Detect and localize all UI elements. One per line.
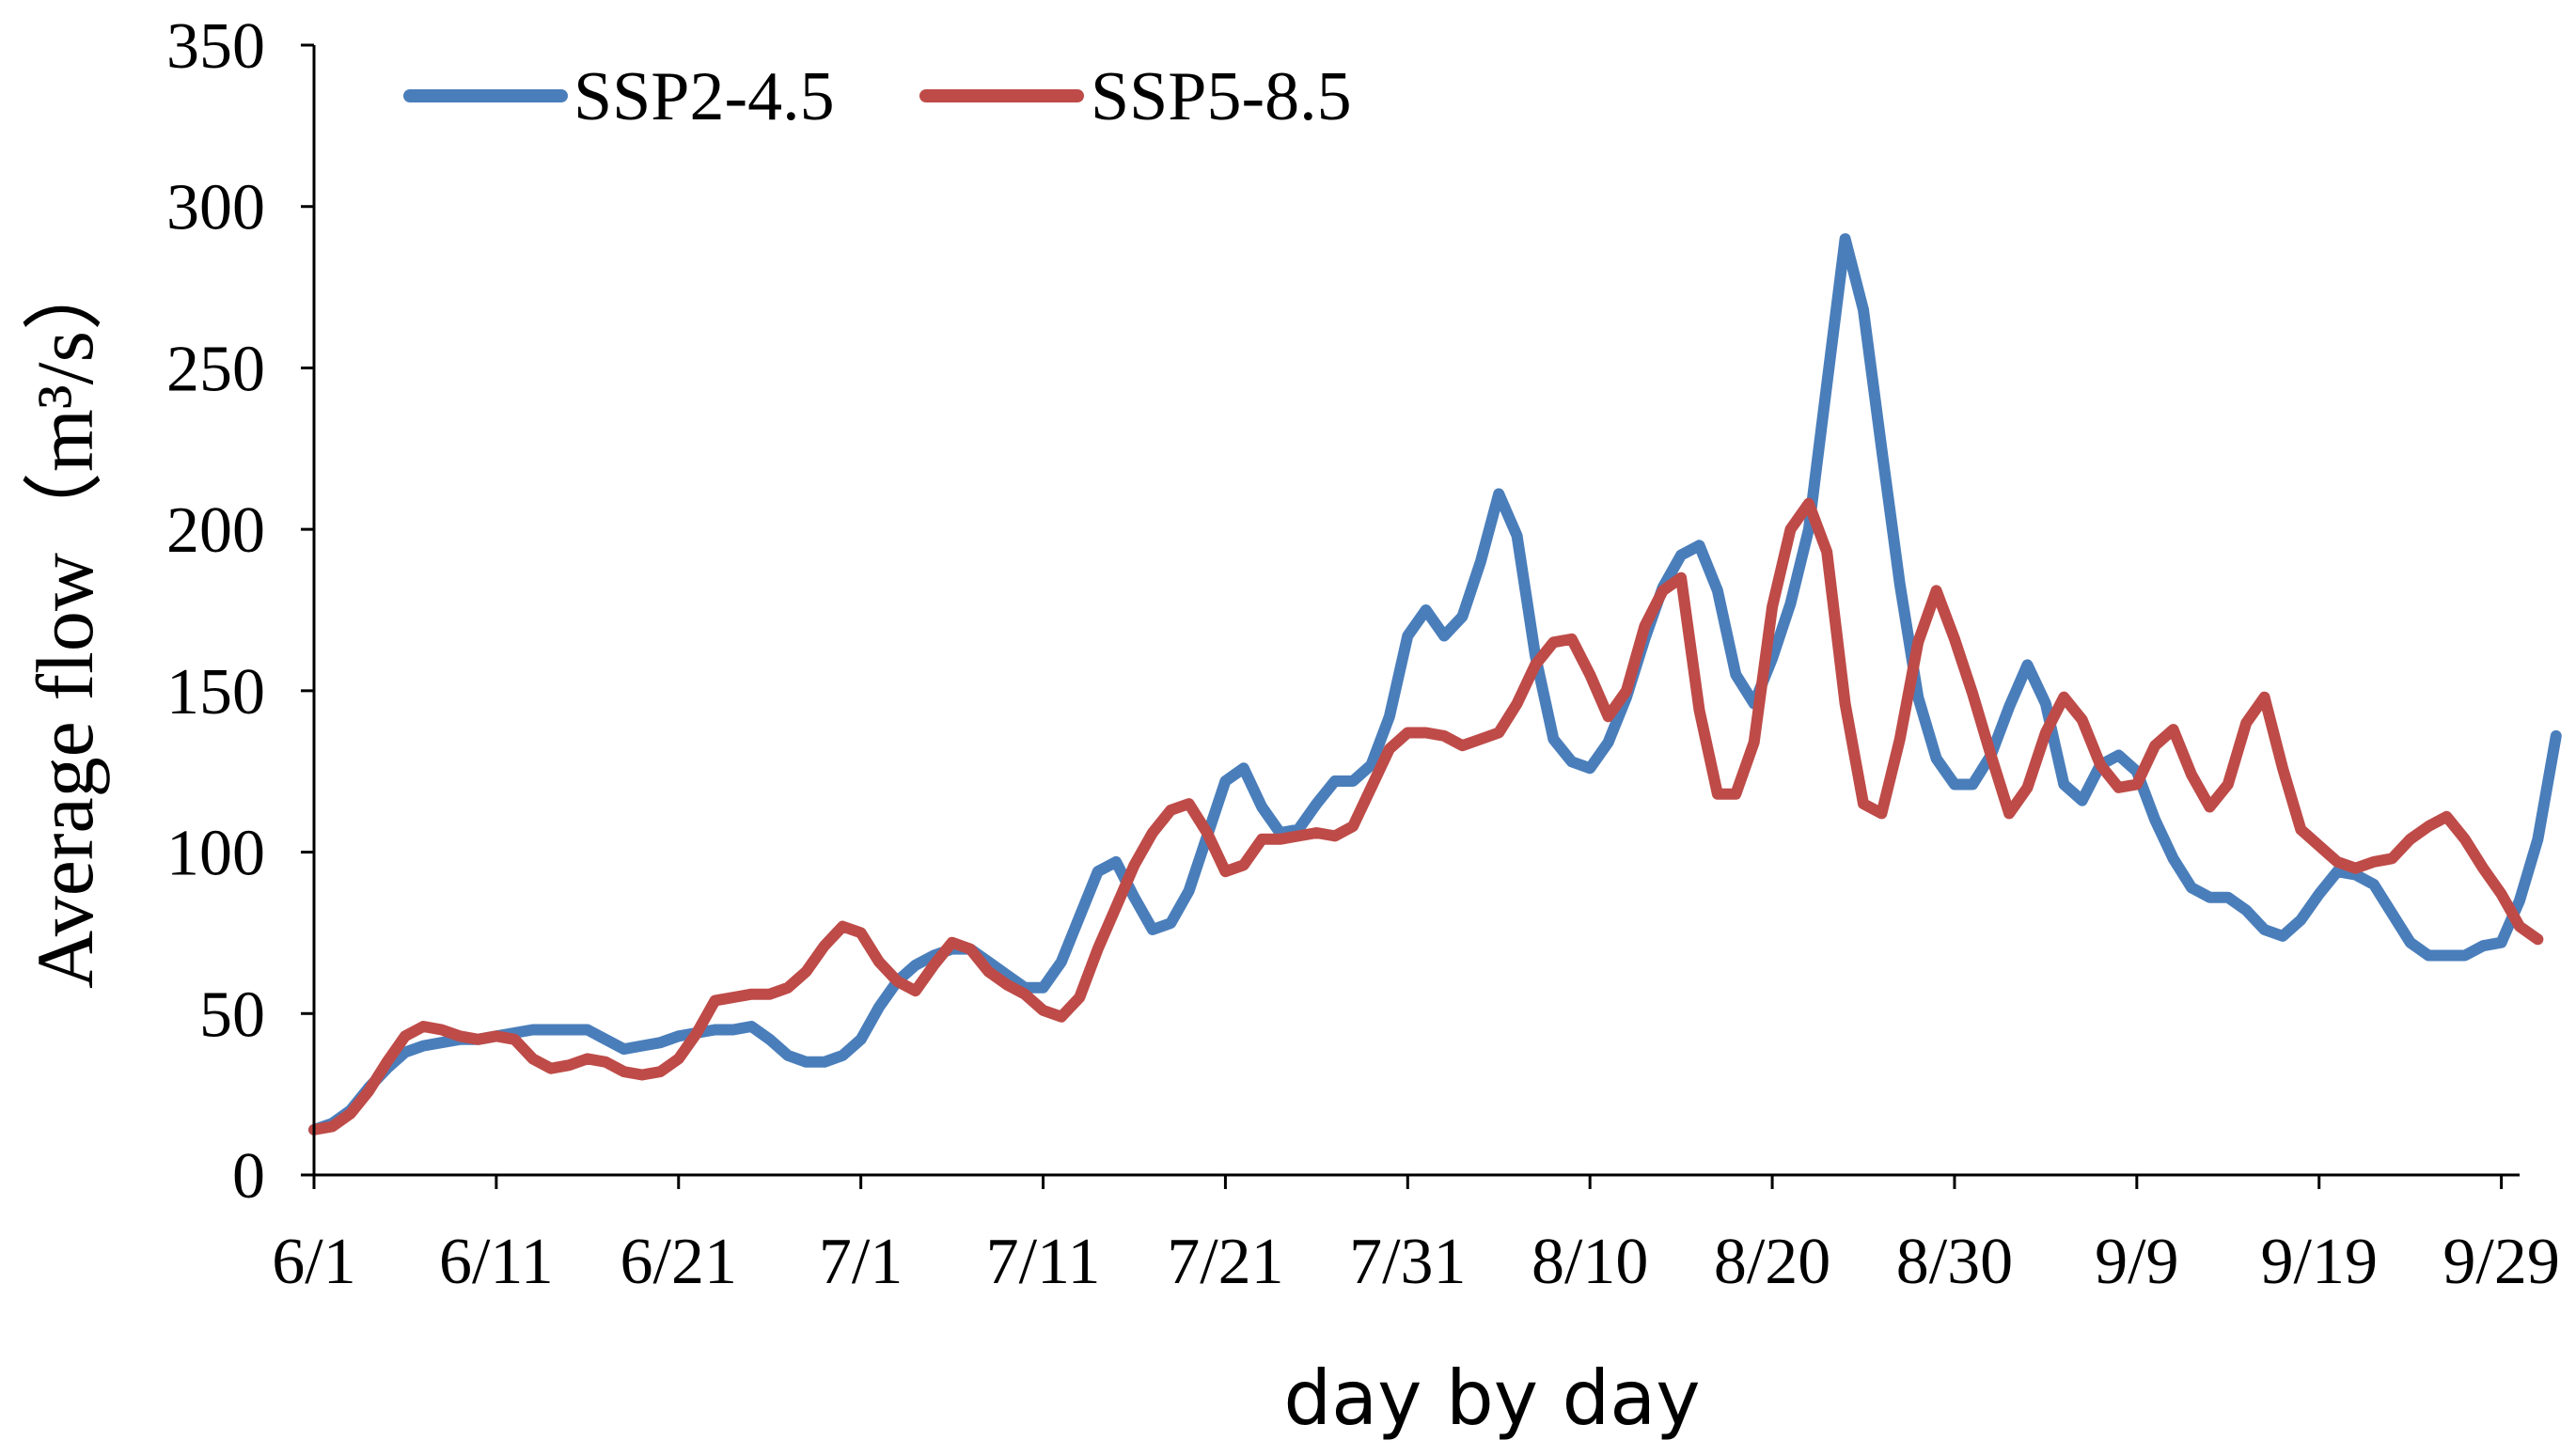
- y-tick-label: 250: [166, 333, 265, 405]
- series-layer: [308, 233, 2562, 1135]
- legend: SSP2-4.5 SSP5-8.5: [403, 58, 1352, 135]
- x-tick-label: 7/1: [819, 1226, 903, 1298]
- x-tick-label: 7/31: [1349, 1226, 1466, 1298]
- x-ticks: 6/1 6/11 6/21 7/1 7/11 7/21 7/31 8/10 8/20 8/30 9/…: [272, 1175, 2560, 1298]
- x-axis-label: day by day: [1283, 1354, 1700, 1442]
- legend-label-ssp5: SSP5-8.5: [1091, 58, 1352, 135]
- y-tick-label: 150: [166, 656, 265, 728]
- y-axis-label: Average flow（m³/s）: [20, 250, 110, 989]
- y-tick-label: 50: [199, 978, 265, 1051]
- x-tick-label: 9/19: [2261, 1226, 2378, 1298]
- x-tick-label: 8/20: [1714, 1226, 1830, 1298]
- x-tick-label: 9/9: [2095, 1226, 2178, 1298]
- x-tick-label: 7/11: [986, 1226, 1101, 1298]
- y-tick-label: 100: [166, 818, 265, 890]
- x-tick-label: 8/30: [1896, 1226, 2013, 1298]
- x-tick-label: 9/29: [2442, 1226, 2559, 1298]
- x-tick-label: 6/11: [439, 1226, 554, 1298]
- y-tick-label: 0: [232, 1140, 265, 1213]
- axes: [312, 45, 2520, 1177]
- series-line-ssp2: [308, 233, 2562, 1135]
- y-tick-label: 350: [166, 10, 265, 83]
- x-tick-label: 6/21: [620, 1226, 737, 1298]
- y-tick-label: 300: [166, 172, 265, 244]
- y-tick-label: 200: [166, 494, 265, 567]
- y-ticks: 0 50 100 150 200 250 300 350: [166, 10, 314, 1213]
- x-tick-label: 6/1: [272, 1226, 355, 1298]
- legend-label-ssp2: SSP2-4.5: [573, 58, 835, 135]
- x-tick-label: 8/10: [1531, 1226, 1648, 1298]
- x-tick-label: 7/21: [1167, 1226, 1283, 1298]
- series-line-ssp5: [308, 497, 2544, 1135]
